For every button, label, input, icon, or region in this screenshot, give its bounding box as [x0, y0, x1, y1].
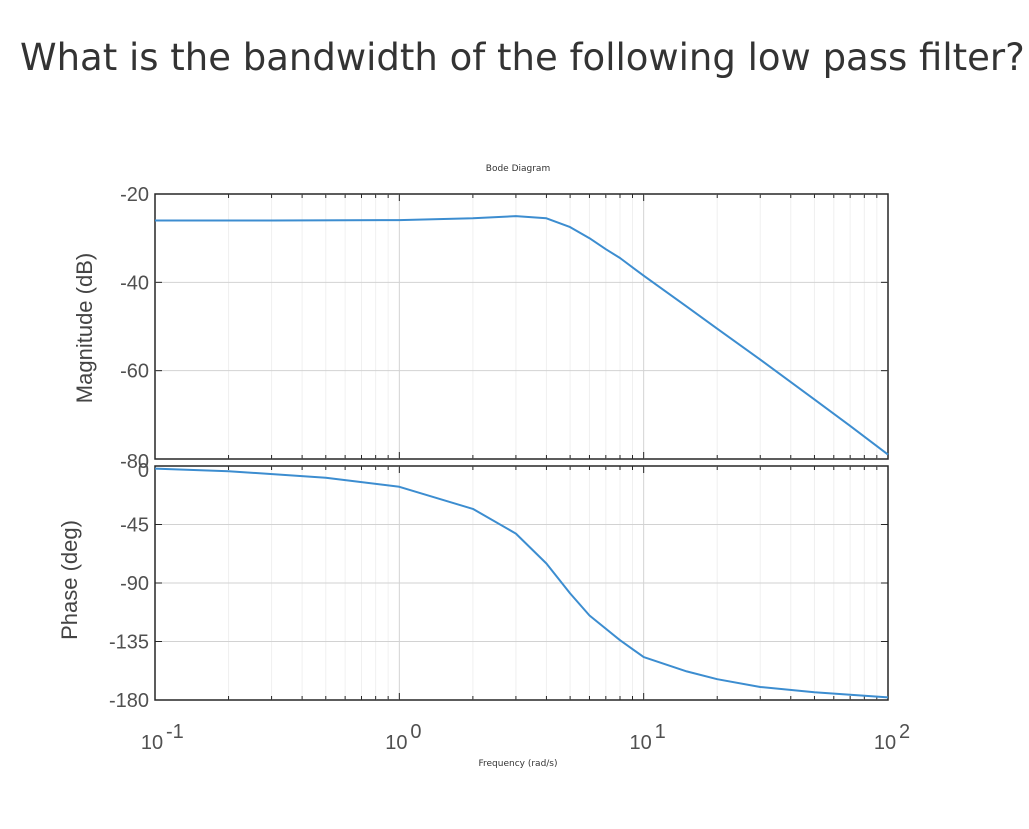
y-tick-label: -60 [120, 361, 149, 383]
x-axis-ticks: 10 -1 10 0 10 1 10 2 [141, 721, 910, 754]
series-line [154, 467, 889, 699]
x-tick-label: 10 [141, 732, 163, 754]
y-tick-label: -40 [120, 272, 149, 294]
y-tick-label: -90 [120, 573, 149, 595]
y-tick-label: -20 [120, 184, 149, 206]
x-axis-label: Frequency (rad/s) [478, 759, 557, 769]
phase-panel: 0 -45 -90 -135 -180 [109, 460, 889, 712]
x-tick-exponent: 1 [655, 721, 666, 743]
y-tick-label: -135 [109, 632, 149, 654]
phase-y-label: Phase (deg) [57, 520, 82, 640]
y-tick-label: -180 [109, 690, 149, 712]
phase-y-ticks: 0 -45 -90 -135 -180 [109, 460, 149, 712]
magnitude-y-label: Magnitude (dB) [72, 253, 97, 403]
y-tick-label: -45 [120, 515, 149, 537]
question-text: What is the bandwidth of the following l… [20, 36, 1025, 79]
magnitude-grid [155, 193, 888, 460]
phase-series [154, 467, 889, 699]
series-line [155, 215, 889, 456]
x-tick-exponent: -1 [166, 721, 184, 743]
x-tick-exponent: 0 [410, 721, 421, 743]
x-tick-label: 10 [385, 732, 407, 754]
y-tick-label: -80 [120, 451, 149, 473]
magnitude-panel: -20 -40 -60 -80 [120, 184, 889, 473]
phase-grid [155, 465, 888, 701]
x-tick-exponent: 2 [899, 721, 910, 743]
magnitude-y-ticks: -20 -40 -60 -80 [120, 184, 149, 473]
chart-title: Bode Diagram [486, 164, 550, 174]
magnitude-series [155, 215, 889, 456]
x-tick-label: 10 [874, 732, 896, 754]
magnitude-plot-frame [154, 193, 889, 460]
y-tick-label: 0 [138, 460, 149, 482]
x-tick-label: 10 [630, 732, 652, 754]
